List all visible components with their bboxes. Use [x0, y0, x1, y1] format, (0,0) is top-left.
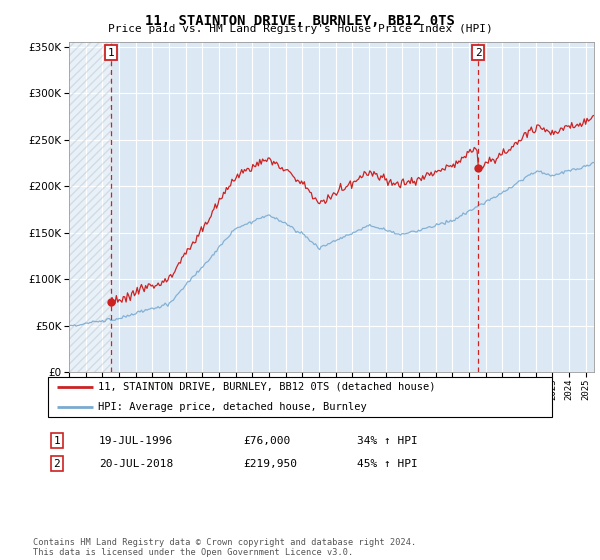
- Text: 2: 2: [475, 48, 481, 58]
- Bar: [69, 42, 112, 372]
- Text: HPI: Average price, detached house, Burnley: HPI: Average price, detached house, Burn…: [98, 402, 367, 412]
- Text: Contains HM Land Registry data © Crown copyright and database right 2024.
This d: Contains HM Land Registry data © Crown c…: [33, 538, 416, 557]
- Text: 34% ↑ HPI: 34% ↑ HPI: [357, 436, 418, 446]
- Text: 19-JUL-1996: 19-JUL-1996: [99, 436, 173, 446]
- Text: 20-JUL-2018: 20-JUL-2018: [99, 459, 173, 469]
- Text: Price paid vs. HM Land Registry's House Price Index (HPI): Price paid vs. HM Land Registry's House …: [107, 24, 493, 34]
- Text: £219,950: £219,950: [243, 459, 297, 469]
- FancyBboxPatch shape: [48, 377, 552, 417]
- Text: 11, STAINTON DRIVE, BURNLEY, BB12 0TS (detached house): 11, STAINTON DRIVE, BURNLEY, BB12 0TS (d…: [98, 382, 436, 392]
- Text: 11, STAINTON DRIVE, BURNLEY, BB12 0TS: 11, STAINTON DRIVE, BURNLEY, BB12 0TS: [145, 14, 455, 28]
- Text: £76,000: £76,000: [243, 436, 290, 446]
- Text: 1: 1: [53, 436, 61, 446]
- Text: 2: 2: [53, 459, 61, 469]
- Text: 1: 1: [108, 48, 115, 58]
- Text: 45% ↑ HPI: 45% ↑ HPI: [357, 459, 418, 469]
